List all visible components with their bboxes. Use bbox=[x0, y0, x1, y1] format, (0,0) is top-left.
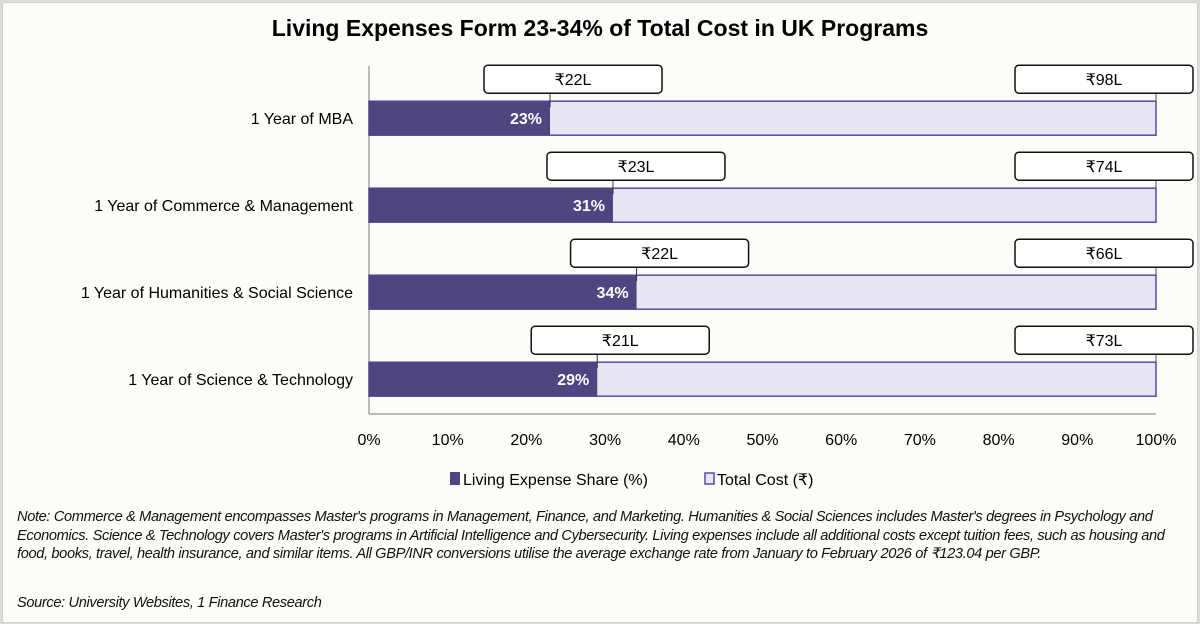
living-cost-callout: ₹21L bbox=[602, 333, 639, 350]
x-tick-label: 40% bbox=[668, 432, 700, 449]
total-cost-callout-box bbox=[1014, 151, 1194, 181]
total-cost-callout: ₹74L bbox=[1086, 159, 1123, 176]
total-cost-callout-box bbox=[1014, 64, 1194, 94]
chart-title: Living Expenses Form 23-34% of Total Cos… bbox=[271, 15, 929, 41]
category-label: 1 Year of Science & Technology bbox=[128, 372, 353, 389]
bar-living-expense bbox=[369, 275, 637, 310]
legend-label-living: Living Expense Share (%) bbox=[463, 472, 648, 489]
living-cost-callout: ₹22L bbox=[555, 72, 592, 89]
bar-value-label: 31% bbox=[573, 198, 605, 215]
x-tick-label: 80% bbox=[983, 432, 1015, 449]
bar-value-label: 34% bbox=[597, 285, 629, 302]
bar-value-label: 23% bbox=[510, 111, 542, 128]
x-tick-label: 60% bbox=[825, 432, 857, 449]
living-cost-callout-box bbox=[483, 64, 663, 94]
x-tick-label: 100% bbox=[1136, 432, 1177, 449]
x-tick-label: 70% bbox=[904, 432, 936, 449]
total-cost-callout: ₹66L bbox=[1086, 246, 1123, 263]
total-cost-callout: ₹98L bbox=[1086, 72, 1123, 89]
bar-living-expense bbox=[369, 101, 551, 136]
chart-source: Source: University Websites, 1 Finance R… bbox=[17, 595, 322, 611]
legend-swatch-total bbox=[704, 472, 715, 485]
total-cost-callout: ₹73L bbox=[1086, 333, 1123, 350]
bar-living-expense bbox=[369, 362, 598, 397]
x-tick-label: 20% bbox=[510, 432, 542, 449]
living-cost-callout: ₹22L bbox=[641, 246, 678, 263]
bar-value-label: 29% bbox=[557, 372, 589, 389]
legend-swatch-living bbox=[450, 472, 460, 485]
total-cost-callout-box bbox=[1014, 325, 1194, 355]
living-cost-callout-box bbox=[569, 238, 750, 268]
x-tick-label: 0% bbox=[357, 432, 380, 449]
x-tick-label: 50% bbox=[746, 432, 778, 449]
living-cost-callout-box bbox=[546, 151, 726, 181]
living-cost-callout-box bbox=[530, 325, 710, 355]
x-tick-label: 30% bbox=[589, 432, 621, 449]
chart-note: Note: Commerce & Management encompasses … bbox=[17, 509, 1165, 562]
bar-living-expense bbox=[369, 188, 613, 223]
category-label: 1 Year of MBA bbox=[251, 111, 354, 128]
x-tick-label: 90% bbox=[1061, 432, 1093, 449]
x-tick-label: 10% bbox=[432, 432, 464, 449]
total-cost-callout-box bbox=[1014, 238, 1194, 268]
living-cost-callout: ₹23L bbox=[618, 159, 655, 176]
legend-label-total: Total Cost (₹) bbox=[717, 472, 813, 489]
category-label: 1 Year of Humanities & Social Science bbox=[81, 285, 353, 302]
category-label: 1 Year of Commerce & Management bbox=[94, 198, 353, 215]
